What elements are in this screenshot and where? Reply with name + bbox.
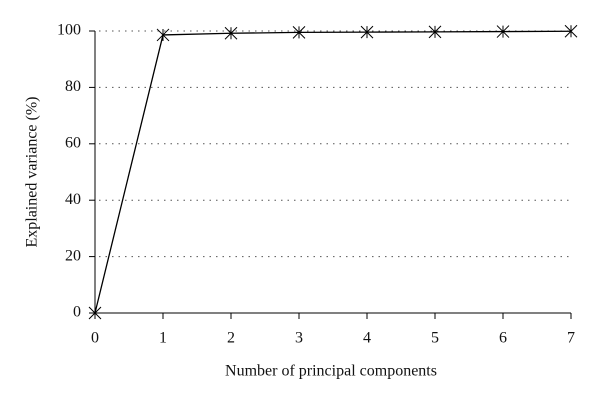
y-tick-label: 40 [65, 191, 81, 208]
y-tick-label: 100 [57, 22, 81, 39]
x-tick-label: 4 [363, 330, 371, 347]
marker [292, 26, 306, 39]
y-tick-label: 0 [73, 304, 81, 321]
y-axis-label: Explained variance (%) [24, 96, 41, 247]
x-tick-label: 7 [567, 330, 575, 347]
y-tick-label: 20 [65, 247, 81, 264]
x-tick-label: 5 [431, 330, 439, 347]
marker [224, 26, 238, 40]
x-axis-label: Number of principal components [225, 363, 437, 380]
marker [156, 28, 170, 42]
x-tick-label: 3 [295, 330, 303, 347]
x-tick-label: 2 [227, 330, 235, 347]
y-tick-label: 80 [65, 78, 81, 95]
marker [428, 25, 442, 39]
marker [564, 24, 578, 38]
marker [360, 25, 374, 39]
x-tick-label: 0 [91, 330, 99, 347]
x-tick-label: 1 [159, 330, 167, 347]
y-tick-label: 60 [65, 134, 81, 151]
marker [88, 306, 102, 320]
x-tick-label: 6 [499, 330, 507, 347]
marker [496, 25, 510, 38]
series-line [94, 30, 572, 314]
